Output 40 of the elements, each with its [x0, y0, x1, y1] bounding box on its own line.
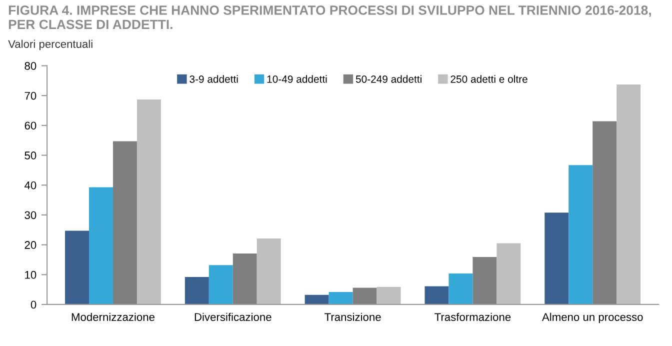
bar	[328, 292, 353, 304]
bar	[232, 253, 257, 304]
y-tick-label: 70	[24, 92, 36, 100]
x-tick-label: Almeno un processo	[542, 312, 643, 324]
y-tick-label: 30	[24, 211, 36, 220]
bar	[448, 273, 473, 304]
legend-label: 250 adetti e oltre	[450, 75, 528, 83]
legend-label: 10-49 addetti	[267, 75, 327, 83]
bar	[256, 238, 281, 304]
bar	[112, 141, 137, 304]
bar	[592, 121, 617, 304]
legend-label: 3-9 addetti	[190, 75, 238, 83]
bar	[568, 165, 593, 304]
y-tick-label: 40	[24, 181, 36, 190]
bar	[544, 212, 569, 304]
bar	[424, 286, 449, 304]
bar	[376, 286, 401, 304]
x-tick-label: Transizione	[324, 312, 381, 321]
y-tick-label: 0	[30, 300, 36, 309]
bar	[65, 230, 90, 304]
y-tick-label: 50	[24, 152, 36, 160]
x-tick-label: Trasformazione	[434, 312, 511, 321]
y-tick-label: 20	[24, 241, 36, 249]
bar	[304, 294, 329, 304]
bar	[208, 265, 233, 304]
bar	[472, 257, 497, 304]
legend-label: 50-249 addetti	[356, 75, 422, 83]
chart-title: FIGURA 4. IMPRESE CHE HANNO SPERIMENTATO PROCESSI DI SVILUPPO NEL TRIENNIO 2016-2018, PER CLASSE DI ADDETTI.	[8, 6, 651, 30]
x-tick-label: Modernizzazione	[72, 312, 154, 321]
chart-subtitle: Valori percentuali	[8, 40, 92, 50]
bar	[616, 84, 641, 304]
bar	[184, 277, 209, 304]
bar	[89, 187, 113, 304]
x-tick-label: Diversificazione	[194, 312, 272, 321]
y-tick-label: 10	[25, 270, 36, 279]
y-tick-label: 80	[24, 62, 36, 70]
bar	[136, 99, 161, 304]
bar	[352, 288, 377, 304]
y-tick-label: 60	[24, 122, 36, 130]
bar	[496, 243, 521, 304]
